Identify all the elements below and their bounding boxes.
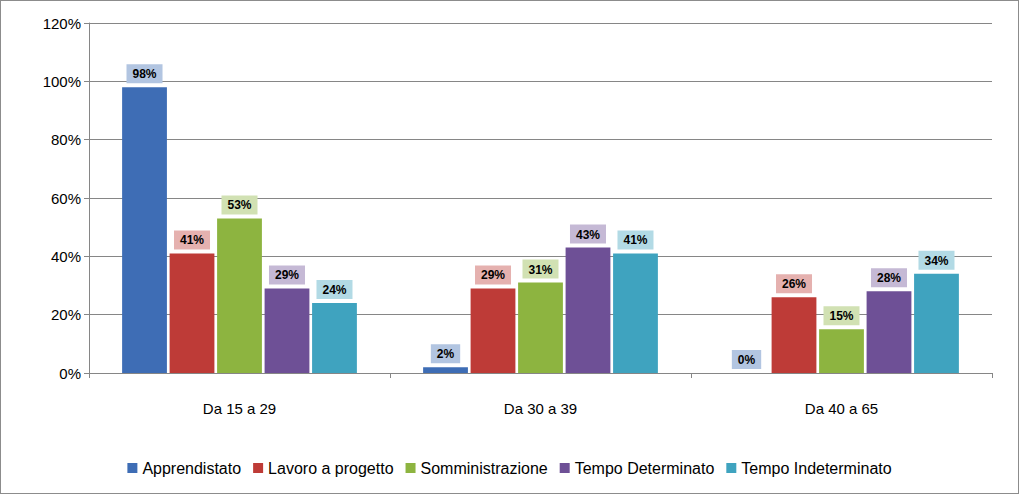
svg-text:20%: 20% (51, 306, 81, 323)
svg-text:98%: 98% (132, 67, 156, 81)
svg-text:29%: 29% (275, 268, 299, 282)
svg-text:2%: 2% (437, 347, 455, 361)
svg-text:29%: 29% (481, 268, 505, 282)
svg-text:34%: 34% (924, 254, 948, 268)
svg-text:0%: 0% (738, 353, 756, 367)
svg-text:Somministrazione: Somministrazione (421, 460, 548, 477)
svg-text:Da 40 a 65: Da 40 a 65 (805, 400, 878, 417)
svg-text:Apprendistato: Apprendistato (142, 460, 241, 477)
svg-text:41%: 41% (180, 233, 204, 247)
svg-text:41%: 41% (623, 233, 647, 247)
svg-text:53%: 53% (227, 198, 251, 212)
svg-text:28%: 28% (877, 271, 901, 285)
svg-text:Tempo Indeterminato: Tempo Indeterminato (741, 460, 891, 477)
svg-text:80%: 80% (51, 131, 81, 148)
svg-text:26%: 26% (782, 277, 806, 291)
svg-text:Da 30 a 39: Da 30 a 39 (504, 400, 577, 417)
svg-text:Tempo Determinato: Tempo Determinato (575, 460, 715, 477)
svg-text:24%: 24% (322, 283, 346, 297)
svg-text:15%: 15% (829, 309, 853, 323)
svg-text:43%: 43% (576, 228, 600, 242)
svg-text:0%: 0% (59, 365, 81, 382)
svg-text:60%: 60% (51, 190, 81, 207)
svg-text:31%: 31% (528, 263, 552, 277)
svg-text:100%: 100% (43, 73, 81, 90)
svg-text:120%: 120% (43, 15, 81, 32)
svg-text:Lavoro a progetto: Lavoro a progetto (268, 460, 394, 477)
svg-text:40%: 40% (51, 248, 81, 265)
svg-text:Da 15 a 29: Da 15 a 29 (203, 400, 276, 417)
